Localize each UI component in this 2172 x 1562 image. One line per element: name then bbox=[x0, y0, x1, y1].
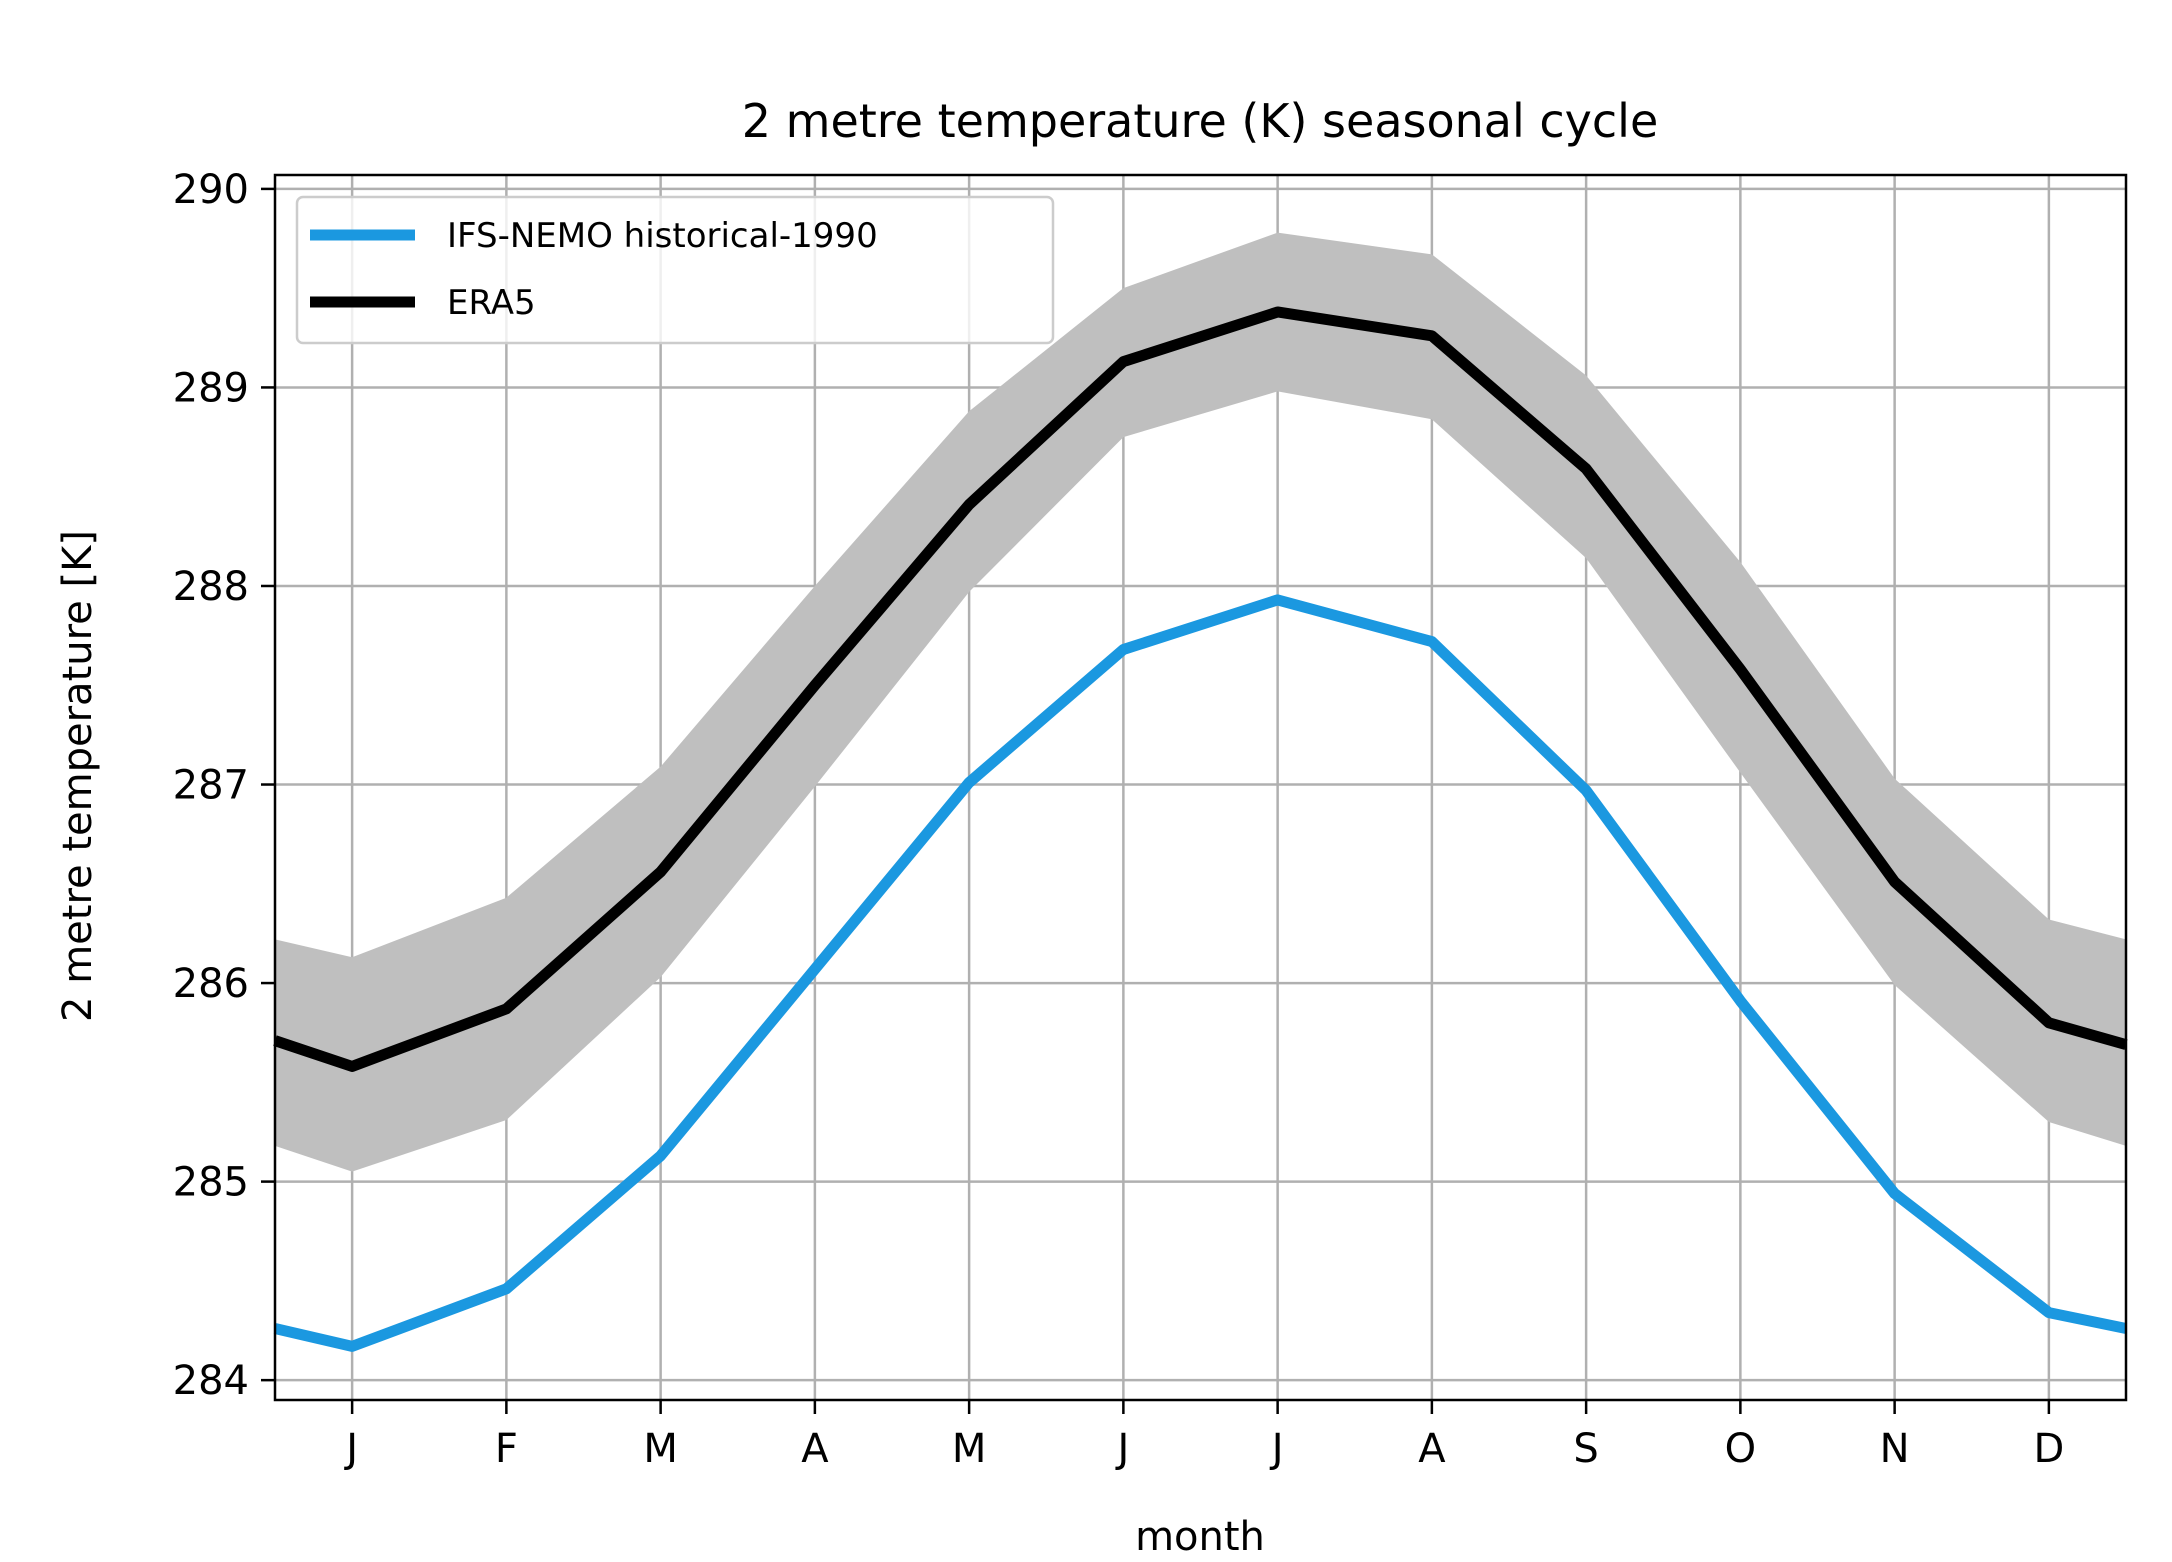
y-axis-label: 2 metre temperature [K] bbox=[55, 530, 101, 1022]
x-tick-label: A bbox=[801, 1426, 829, 1472]
x-tick-label: A bbox=[1418, 1426, 1446, 1472]
chart-title: 2 metre temperature (K) seasonal cycle bbox=[742, 94, 1659, 148]
x-tick-label: J bbox=[1269, 1426, 1284, 1472]
uncertainty-bands bbox=[275, 232, 2126, 1172]
series-line-1 bbox=[273, 306, 2128, 1072]
y-tick-label: 290 bbox=[173, 167, 249, 213]
legend: IFS-NEMO historical-1990 ERA5 bbox=[295, 195, 1055, 345]
x-tick-label: D bbox=[2033, 1426, 2064, 1472]
x-axis-label: month bbox=[1135, 1514, 1265, 1560]
y-axis-ticks: 284 285 286 287 288 289 290 bbox=[173, 167, 275, 1404]
legend-label: ERA5 bbox=[447, 283, 536, 323]
y-tick-label: 285 bbox=[173, 1160, 249, 1206]
plot-frame bbox=[273, 173, 2128, 1402]
x-tick-label: M bbox=[643, 1426, 678, 1472]
x-tick-label: J bbox=[1114, 1426, 1129, 1472]
x-tick-label: N bbox=[1880, 1426, 1910, 1472]
era5-spread-band bbox=[275, 232, 2126, 1172]
legend-label: IFS-NEMO historical-1990 bbox=[447, 216, 878, 256]
y-tick-label: 287 bbox=[173, 763, 249, 809]
y-tick-label: 288 bbox=[173, 564, 249, 610]
legend-box bbox=[295, 195, 1055, 345]
x-tick-label: S bbox=[1573, 1426, 1598, 1472]
series-line-0 bbox=[273, 594, 2128, 1352]
x-tick-label: M bbox=[952, 1426, 987, 1472]
y-tick-label: 284 bbox=[173, 1358, 249, 1404]
x-tick-label: O bbox=[1725, 1426, 1756, 1472]
x-tick-label: J bbox=[343, 1426, 358, 1472]
y-tick-label: 289 bbox=[173, 365, 249, 411]
x-tick-label: F bbox=[495, 1426, 518, 1472]
series-lines bbox=[273, 306, 2128, 1352]
y-tick-label: 286 bbox=[173, 961, 249, 1007]
